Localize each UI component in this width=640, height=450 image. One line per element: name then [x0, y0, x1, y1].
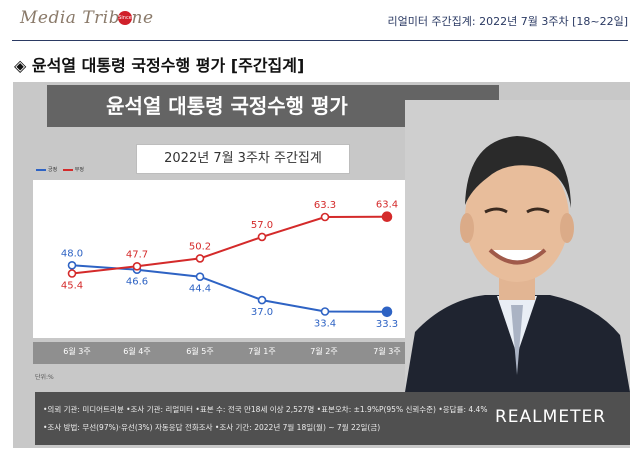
survey-info-header: 리얼미터 주간집계: 2022년 7월 3주차 [18~22일] [387, 15, 628, 28]
legend-positive-swatch [36, 168, 46, 171]
x-tick-label: 6월 3주 [63, 347, 91, 356]
section-title: ◈ 윤석열 대통령 국정수행 평가 [주간집계] [14, 56, 305, 75]
legend: 긍정 부정 [36, 166, 84, 173]
x-tick-label: 7월 3주 [373, 347, 401, 356]
legend-negative-swatch [62, 168, 73, 171]
survey-footer: •의뢰 기관: 미디어트리뷴 •조사 기관: 리얼미터 •표본 수: 전국 만1… [35, 392, 630, 445]
legend-negative-label: 부정 [74, 167, 84, 173]
footer-line-1: •의뢰 기관: 미디어트리뷴 •조사 기관: 리얼미터 •표본 수: 전국 만1… [43, 405, 488, 414]
legend-positive-label: 긍정 [48, 167, 58, 173]
media-tribune-logo[interactable]: Media Tribune [20, 8, 154, 28]
president-photo [405, 100, 630, 392]
chart-subtitle: 2022년 7월 3주차 주간집계 [136, 144, 350, 174]
chart-title: 윤석열 대통령 국정수행 평가 [106, 94, 348, 118]
x-tick-label: 6월 4주 [123, 347, 151, 356]
top-bar: Media Tribune Since 2016 리얼미터 주간집계: 2022… [0, 0, 640, 42]
logo-badge: Since 2016 [118, 11, 132, 35]
plot-area [33, 180, 460, 338]
realmeter-logo: REALMETER [495, 407, 606, 427]
header-divider [12, 40, 628, 41]
footer-line-2: •조사 방법: 무선(97%)·유선(3%) 자동응답 전화조사 •조사 기간:… [43, 423, 381, 432]
x-tick-label: 7월 1주 [248, 347, 276, 356]
unit-label: 단위:% [35, 374, 54, 381]
x-tick-label: 7월 2주 [310, 347, 338, 356]
x-axis-band [33, 342, 460, 364]
x-tick-label: 6월 5주 [186, 347, 214, 356]
